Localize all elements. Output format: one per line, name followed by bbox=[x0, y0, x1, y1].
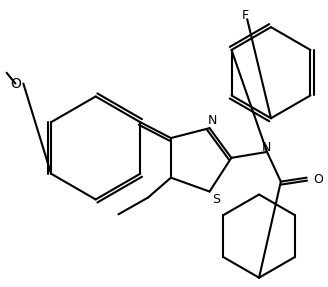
Text: S: S bbox=[213, 193, 220, 206]
Text: N: N bbox=[261, 141, 271, 154]
Text: O: O bbox=[314, 173, 323, 186]
Text: F: F bbox=[242, 9, 249, 22]
Text: O: O bbox=[10, 77, 21, 91]
Text: N: N bbox=[208, 114, 217, 127]
